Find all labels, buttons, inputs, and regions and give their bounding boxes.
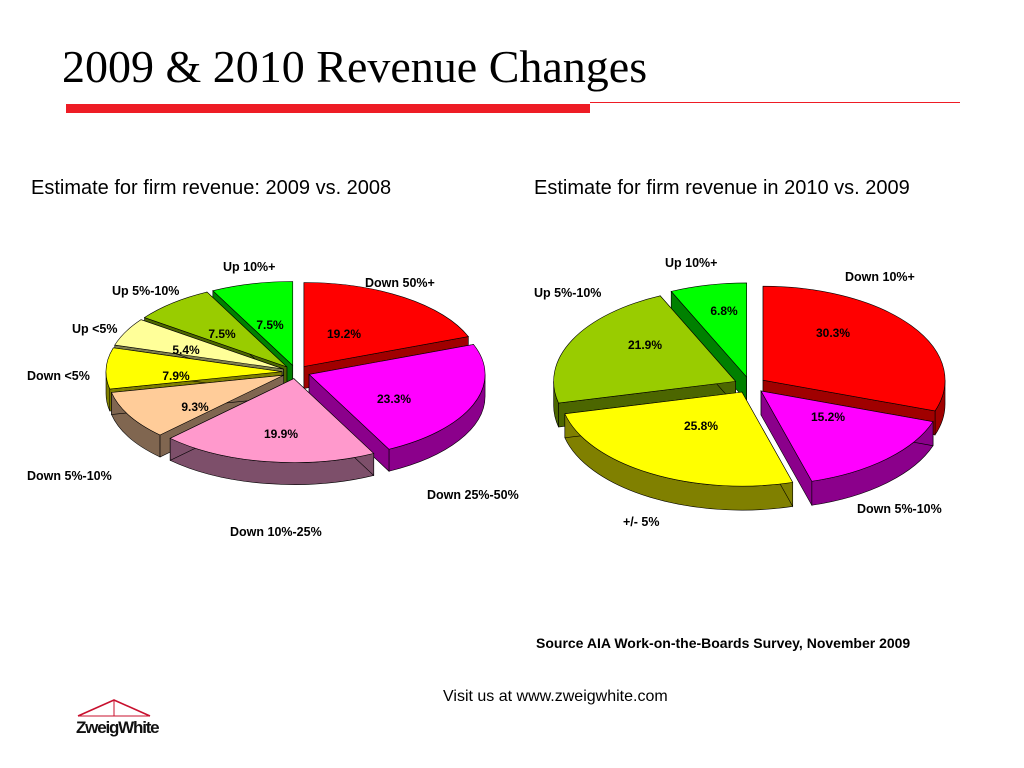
pie2009-slice-top-4 [105, 347, 283, 390]
pie2009-slice-top-0 [303, 282, 469, 367]
pie2009-value-label-0: 19.2% [327, 327, 361, 341]
pie2009-label-2: Down 10%-25% [230, 525, 322, 539]
pie2009-slice-top-2 [169, 378, 375, 463]
pie2009-label-6: Up 5%-10% [112, 284, 179, 298]
pie2009-slice-2 [169, 377, 375, 485]
pie2009-slice-top-6 [143, 291, 288, 368]
pie2009-label-1: Down 25%-50% [427, 488, 519, 502]
pie2010-value-label-2: 25.8% [684, 419, 718, 433]
slide-title: 2009 & 2010 Revenue Changes [62, 41, 648, 92]
company-logo-text: ZweigWhite [76, 718, 160, 737]
pie2010-slice-2 [564, 390, 794, 511]
pie2009-slice-1 [308, 344, 486, 472]
pie2009-value-label-1: 23.3% [377, 392, 411, 406]
chart-title-2009: Estimate for firm revenue: 2009 vs. 2008 [31, 177, 392, 199]
house-roof-logo-icon [77, 699, 151, 717]
pie2009-slice-top-5 [114, 319, 284, 370]
pie2010-label-4: Up 10%+ [665, 256, 717, 270]
source-note: Source AIA Work-on-the-Boards Survey, No… [536, 635, 911, 651]
pie2009-slice-top-3 [111, 374, 284, 436]
pie2009-value-label-6: 7.5% [208, 327, 236, 341]
pie2010-label-0: Down 10%+ [845, 270, 915, 284]
pie2010-slice-1 [760, 389, 934, 507]
pie2009-slice-top-7 [212, 281, 294, 367]
pie2010-slice-top-4 [670, 282, 747, 378]
pie2010-value-label-0: 30.3% [816, 326, 850, 340]
pie2010-slice-top-2 [564, 391, 794, 487]
pie2010-slice-top-3 [553, 295, 737, 404]
pie2009-label-3: Down 5%-10% [27, 469, 112, 483]
pie2009-value-label-3: 9.3% [181, 400, 209, 414]
pie2010-label-2: +/- 5% [623, 515, 659, 529]
pie2010-label-1: Down 5%-10% [857, 502, 942, 516]
pie2009-label-0: Down 50%+ [365, 276, 435, 290]
title-underline-thin [590, 102, 960, 103]
pie2009-label-7: Up 10%+ [223, 260, 275, 274]
title-underline-thick [66, 104, 590, 113]
pie2010-value-label-4: 6.8% [710, 304, 738, 318]
chart-title-2010: Estimate for firm revenue in 2010 vs. 20… [534, 177, 910, 199]
pie2009-label-5: Up <5% [72, 322, 118, 336]
pie2010-slice-top-0 [762, 285, 946, 412]
pie2010-value-label-3: 21.9% [628, 338, 662, 352]
website-link[interactable]: Visit us at www.zweigwhite.com [443, 688, 668, 705]
pie2009-value-label-5: 5.4% [172, 343, 200, 357]
pie2009-slice-top-1 [308, 344, 486, 450]
pie2010-value-label-1: 15.2% [811, 410, 845, 424]
pie2009-value-label-7: 7.5% [256, 318, 284, 332]
pie2009-value-label-4: 7.9% [162, 369, 190, 383]
pie2010-slice-top-1 [760, 390, 934, 482]
pie2009-value-label-2: 19.9% [264, 427, 298, 441]
pie2009-label-4: Down <5% [27, 369, 90, 383]
pie2010-label-3: Up 5%-10% [534, 286, 601, 300]
